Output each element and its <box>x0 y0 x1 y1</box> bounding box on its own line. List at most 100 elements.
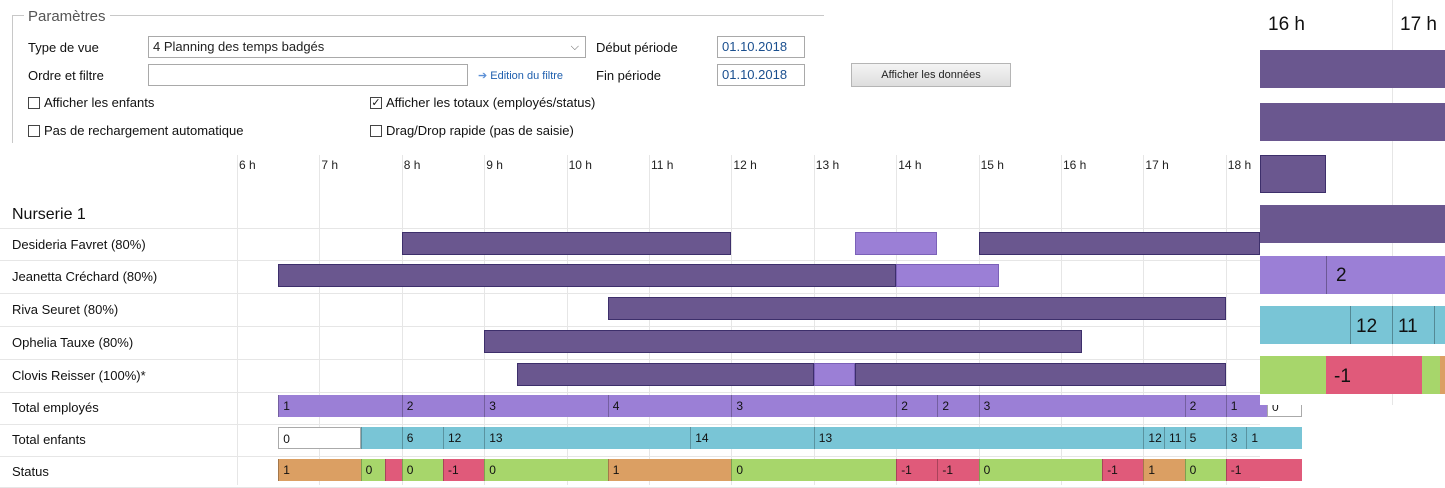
zoom-divider <box>1434 306 1435 344</box>
zoom-divider <box>1350 306 1351 344</box>
shift-bar[interactable] <box>855 232 938 255</box>
hour-gridline <box>1225 155 1227 485</box>
status-segment <box>385 459 402 481</box>
end-period-label: Fin période <box>596 68 662 83</box>
checkbox-icon <box>370 124 382 137</box>
zoom-children-total <box>1260 306 1445 344</box>
row-divider <box>0 260 1260 261</box>
group-title: Nurserie 1 <box>12 206 86 223</box>
shift-bar[interactable] <box>517 363 814 386</box>
total-employees-segment: 3 <box>731 395 897 417</box>
dragdrop-checkbox[interactable]: Drag/Drop rapide (pas de saisie) <box>370 123 574 138</box>
status-label: Status <box>12 464 49 479</box>
hour-label: 12 h <box>733 158 757 172</box>
total-children-segment: 5 <box>1184 427 1226 449</box>
zoom-status-orange <box>1440 356 1445 394</box>
zoom-bar[interactable] <box>1260 155 1326 193</box>
shift-bar[interactable] <box>978 232 1260 255</box>
total-employees-segment: 2 <box>1184 395 1226 417</box>
total-children-segment <box>360 427 402 449</box>
show-totals-label: Afficher les totaux (employés/status) <box>386 95 596 110</box>
shift-bar[interactable] <box>896 264 1000 287</box>
zoom-status-red <box>1326 356 1422 394</box>
end-period-input[interactable]: 01.10.2018 <box>717 64 805 86</box>
hour-label: 15 h <box>980 158 1004 172</box>
no-reload-checkbox[interactable]: Pas de rechargement automatique <box>28 123 243 138</box>
zoom-hour-17: 17 h <box>1400 14 1437 35</box>
hour-gridline <box>978 155 980 485</box>
row-divider <box>0 359 1260 360</box>
shift-bar[interactable] <box>813 363 855 386</box>
zoom-bar[interactable] <box>1260 205 1445 243</box>
total-employees-segment: 1 <box>1225 395 1267 417</box>
zoom-children-value-b: 11 <box>1398 316 1418 337</box>
checkbox-icon <box>28 124 40 137</box>
shift-bar[interactable] <box>855 363 1226 386</box>
status-segment: 1 <box>278 459 361 481</box>
zoom-bar[interactable] <box>1260 50 1445 88</box>
row-divider <box>0 392 1260 393</box>
total-employees-segment: 2 <box>401 395 485 417</box>
hour-label: 14 h <box>898 158 922 172</box>
status-segment: 0 <box>401 459 443 481</box>
hour-gridline <box>649 155 650 485</box>
hour-gridline <box>813 155 815 485</box>
shift-bar[interactable] <box>401 232 732 255</box>
shift-bar[interactable] <box>607 297 1226 320</box>
hour-label: 16 h <box>1063 158 1087 172</box>
edit-filter-link[interactable]: ➔ Edition du filtre <box>478 69 563 82</box>
order-filter-label: Ordre et filtre <box>28 68 104 83</box>
hour-label: 17 h <box>1145 158 1169 172</box>
hour-gridline <box>237 155 238 485</box>
hour-label: 11 h <box>651 158 674 172</box>
total-employees-segment: 2 <box>896 395 938 417</box>
params-legend: Paramètres <box>24 8 110 25</box>
total-children-segment: 13 <box>484 427 691 449</box>
status-segment: 1 <box>607 459 732 481</box>
zoom-panel: 16 h 17 h 2 12 11 -1 <box>1260 0 1445 405</box>
hour-gridline <box>484 155 486 485</box>
total-children-segment: 14 <box>690 427 814 449</box>
hour-gridline <box>319 155 321 485</box>
total-children-segment: 0 <box>278 427 361 449</box>
status-segment: -1 <box>443 459 485 481</box>
hour-label: 8 h <box>403 158 421 172</box>
shift-bar[interactable] <box>278 264 897 287</box>
view-type-select[interactable]: 4 Planning des temps badgés ⌵ <box>148 36 586 58</box>
chevron-down-icon: ⌵ <box>570 41 579 53</box>
hour-label: 18 h <box>1227 158 1252 172</box>
arrow-right-icon: ➔ <box>478 70 488 82</box>
show-totals-checkbox[interactable]: ✓ Afficher les totaux (employés/status) <box>370 95 595 110</box>
employee-name: Riva Seuret (80%) <box>12 302 119 317</box>
hour-gridline <box>896 155 898 485</box>
status-segment: -1 <box>1102 459 1144 481</box>
show-data-button[interactable]: Afficher les données <box>851 63 1011 87</box>
shift-bar[interactable] <box>484 330 1082 353</box>
status-segment: -1 <box>1225 459 1302 481</box>
hour-gridline <box>401 155 403 485</box>
order-filter-input[interactable] <box>148 64 468 86</box>
show-children-checkbox[interactable]: Afficher les enfants <box>28 95 154 110</box>
total-children-segment: 11 <box>1164 427 1185 449</box>
employee-name: Jeanetta Créchard (80%) <box>12 269 158 284</box>
total-children-segment: 13 <box>813 427 1144 449</box>
zoom-status-value: -1 <box>1334 366 1351 387</box>
zoom-divider <box>1392 306 1393 344</box>
total-employees-segment: 2 <box>937 395 979 417</box>
hour-label: 9 h <box>486 158 503 172</box>
row-divider <box>0 424 1260 425</box>
employee-name: Clovis Reisser (100%)* <box>12 368 146 383</box>
start-period-input[interactable]: 01.10.2018 <box>717 36 805 58</box>
status-segment: 0 <box>1184 459 1226 481</box>
total-employees-segment: 3 <box>484 395 608 417</box>
status-segment: 1 <box>1143 459 1185 481</box>
show-children-label: Afficher les enfants <box>44 95 155 110</box>
zoom-hour-16: 16 h <box>1268 14 1305 35</box>
no-reload-label: Pas de rechargement automatique <box>44 123 244 138</box>
edit-filter-label: Edition du filtre <box>490 70 564 82</box>
row-divider <box>0 293 1260 294</box>
zoom-bar[interactable] <box>1260 103 1445 141</box>
hour-label: 13 h <box>815 158 840 172</box>
status-segment: 0 <box>484 459 608 481</box>
zoom-gridline <box>1392 0 1393 405</box>
